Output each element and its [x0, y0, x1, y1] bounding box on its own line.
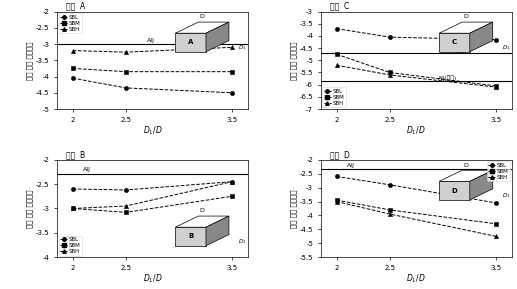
Text: AIJ: AIJ	[83, 167, 92, 172]
Legend: SBL, SBM, SBH: SBL, SBM, SBH	[322, 87, 346, 108]
X-axis label: $D_1/D$: $D_1/D$	[406, 124, 426, 137]
Text: 영역  D: 영역 D	[330, 150, 350, 159]
Y-axis label: 부의 피크 외압계수: 부의 피크 외압계수	[290, 41, 297, 79]
Text: AIJ: AIJ	[147, 38, 155, 43]
Legend: SBL, SBM, SBH: SBL, SBM, SBH	[58, 13, 82, 33]
X-axis label: $D_1/D$: $D_1/D$	[143, 272, 162, 285]
Text: AIJ: AIJ	[347, 163, 355, 168]
Text: 영역  A: 영역 A	[66, 2, 86, 11]
Y-axis label: 부의 피크 외압계수: 부의 피크 외압계수	[26, 41, 33, 79]
Y-axis label: 부의 피크 외압계수: 부의 피크 외압계수	[290, 189, 297, 228]
Text: AIJ(저층): AIJ(저층)	[437, 75, 457, 81]
Text: 영역  C: 영역 C	[330, 2, 349, 11]
X-axis label: $D_1/D$: $D_1/D$	[406, 272, 426, 285]
Text: 영역  B: 영역 B	[66, 150, 85, 159]
Y-axis label: 부의 피크 외압계수: 부의 피크 외압계수	[26, 189, 33, 228]
Legend: SBL, SBM, SBH: SBL, SBM, SBH	[58, 236, 82, 255]
Legend: SBL, SBM, SBH: SBL, SBM, SBH	[486, 161, 510, 181]
Text: AIJ(고층): AIJ(고층)	[448, 47, 467, 53]
X-axis label: $D_1/D$: $D_1/D$	[143, 124, 162, 137]
